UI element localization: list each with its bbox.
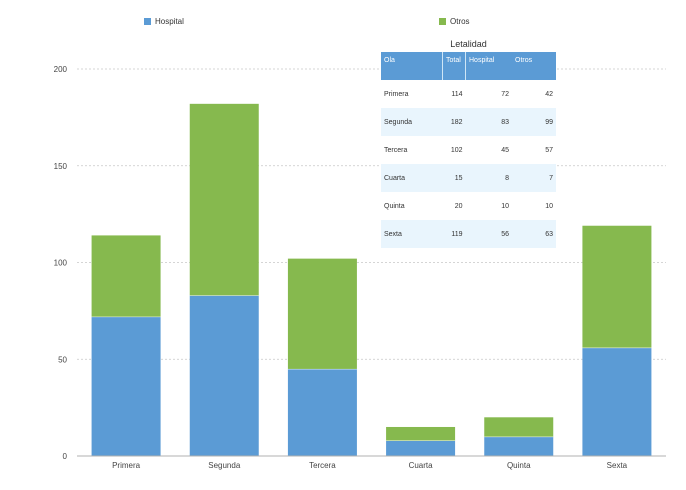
table-cell-value: 63 [545,230,553,238]
table-header-hospital: Hospital [465,52,512,80]
table-cell-ola: Primera [384,90,409,98]
bar-hospital [91,316,161,456]
y-tick-label: 50 [58,355,67,364]
bar-hospital [189,295,259,456]
bar-otros [91,235,161,317]
bar-hospital [287,368,357,456]
bar-hospital [386,440,456,456]
legend-label-otros: Otros [450,17,470,26]
table-cell-value: 114 [451,90,463,98]
table-row: Tercera 102 45 57 [381,136,556,164]
table-cell-value: 45 [501,146,509,154]
table-cell-value: 182 [450,118,463,126]
table-row: Primera 114 72 42 [381,80,556,108]
table-header-otros: Otros [512,52,556,80]
table-cell-value: 56 [501,230,509,238]
y-tick-label: 100 [54,259,68,268]
bar-otros [582,225,652,348]
table-cell-value: 72 [501,90,509,98]
table-row: Sexta 119 56 63 [381,220,556,248]
legend-label-hospital: Hospital [155,17,184,26]
table-cell-ola: Cuarta [384,174,406,182]
legend-item-hospital: Hospital [144,17,184,26]
table-cell-value: 83 [501,118,509,126]
legend-swatch-otros [439,18,446,25]
x-tick-label: Tercera [309,461,336,470]
table-cell-value: 102 [450,146,463,154]
table-cell-value: 15 [454,174,463,182]
bar-otros [189,103,259,296]
legend-swatch-hospital [144,18,151,25]
bar-otros [287,258,357,369]
y-tick-label: 150 [54,162,68,171]
table-row: Cuarta 15 8 7 [381,164,556,192]
table-header-row: Ola Total Hospital Otros [381,52,556,80]
table-header-ola: Ola [381,52,443,80]
table-cell-value: 57 [545,146,553,154]
x-tick-label: Sexta [607,461,628,470]
table-cell-ola: Sexta [384,230,402,238]
table-cell-value: 8 [505,174,509,182]
table-cell-value: 20 [454,202,463,210]
letalidad-table: Ola Total Hospital Otros Primera 114 72 42 S… [381,52,556,248]
legend-item-otros: Otros [439,17,470,26]
table-cell-value: 99 [545,118,553,126]
table-cell-ola: Segunda [384,118,413,126]
table-row: Segunda 182 83 99 [381,108,556,136]
y-tick-label: 200 [54,65,68,74]
bar-otros [386,426,456,441]
table-cell-ola: Tercera [384,146,408,154]
table-title: Letalidad [450,39,487,49]
table-cell-value: 7 [549,174,553,182]
table-cell-value: 42 [545,90,553,98]
bar-hospital [484,436,554,456]
bar-hospital [582,347,652,456]
letalidad-table-panel: Letalidad Ola Total Hospital Otros Prime… [381,36,556,248]
x-tick-label: Primera [112,461,141,470]
x-tick-label: Quinta [507,461,531,470]
table-cell-value: 10 [545,202,553,210]
y-tick-label: 0 [63,452,68,461]
table-cell-value: 119 [451,230,463,238]
table-row: Quinta 20 10 10 [381,192,556,220]
x-tick-label: Cuarta [409,461,434,470]
table-cell-ola: Quinta [384,202,405,210]
table-header-total: Total [442,52,466,80]
table-cell-value: 10 [501,202,509,210]
bar-otros [484,417,554,437]
x-tick-label: Segunda [208,461,241,470]
